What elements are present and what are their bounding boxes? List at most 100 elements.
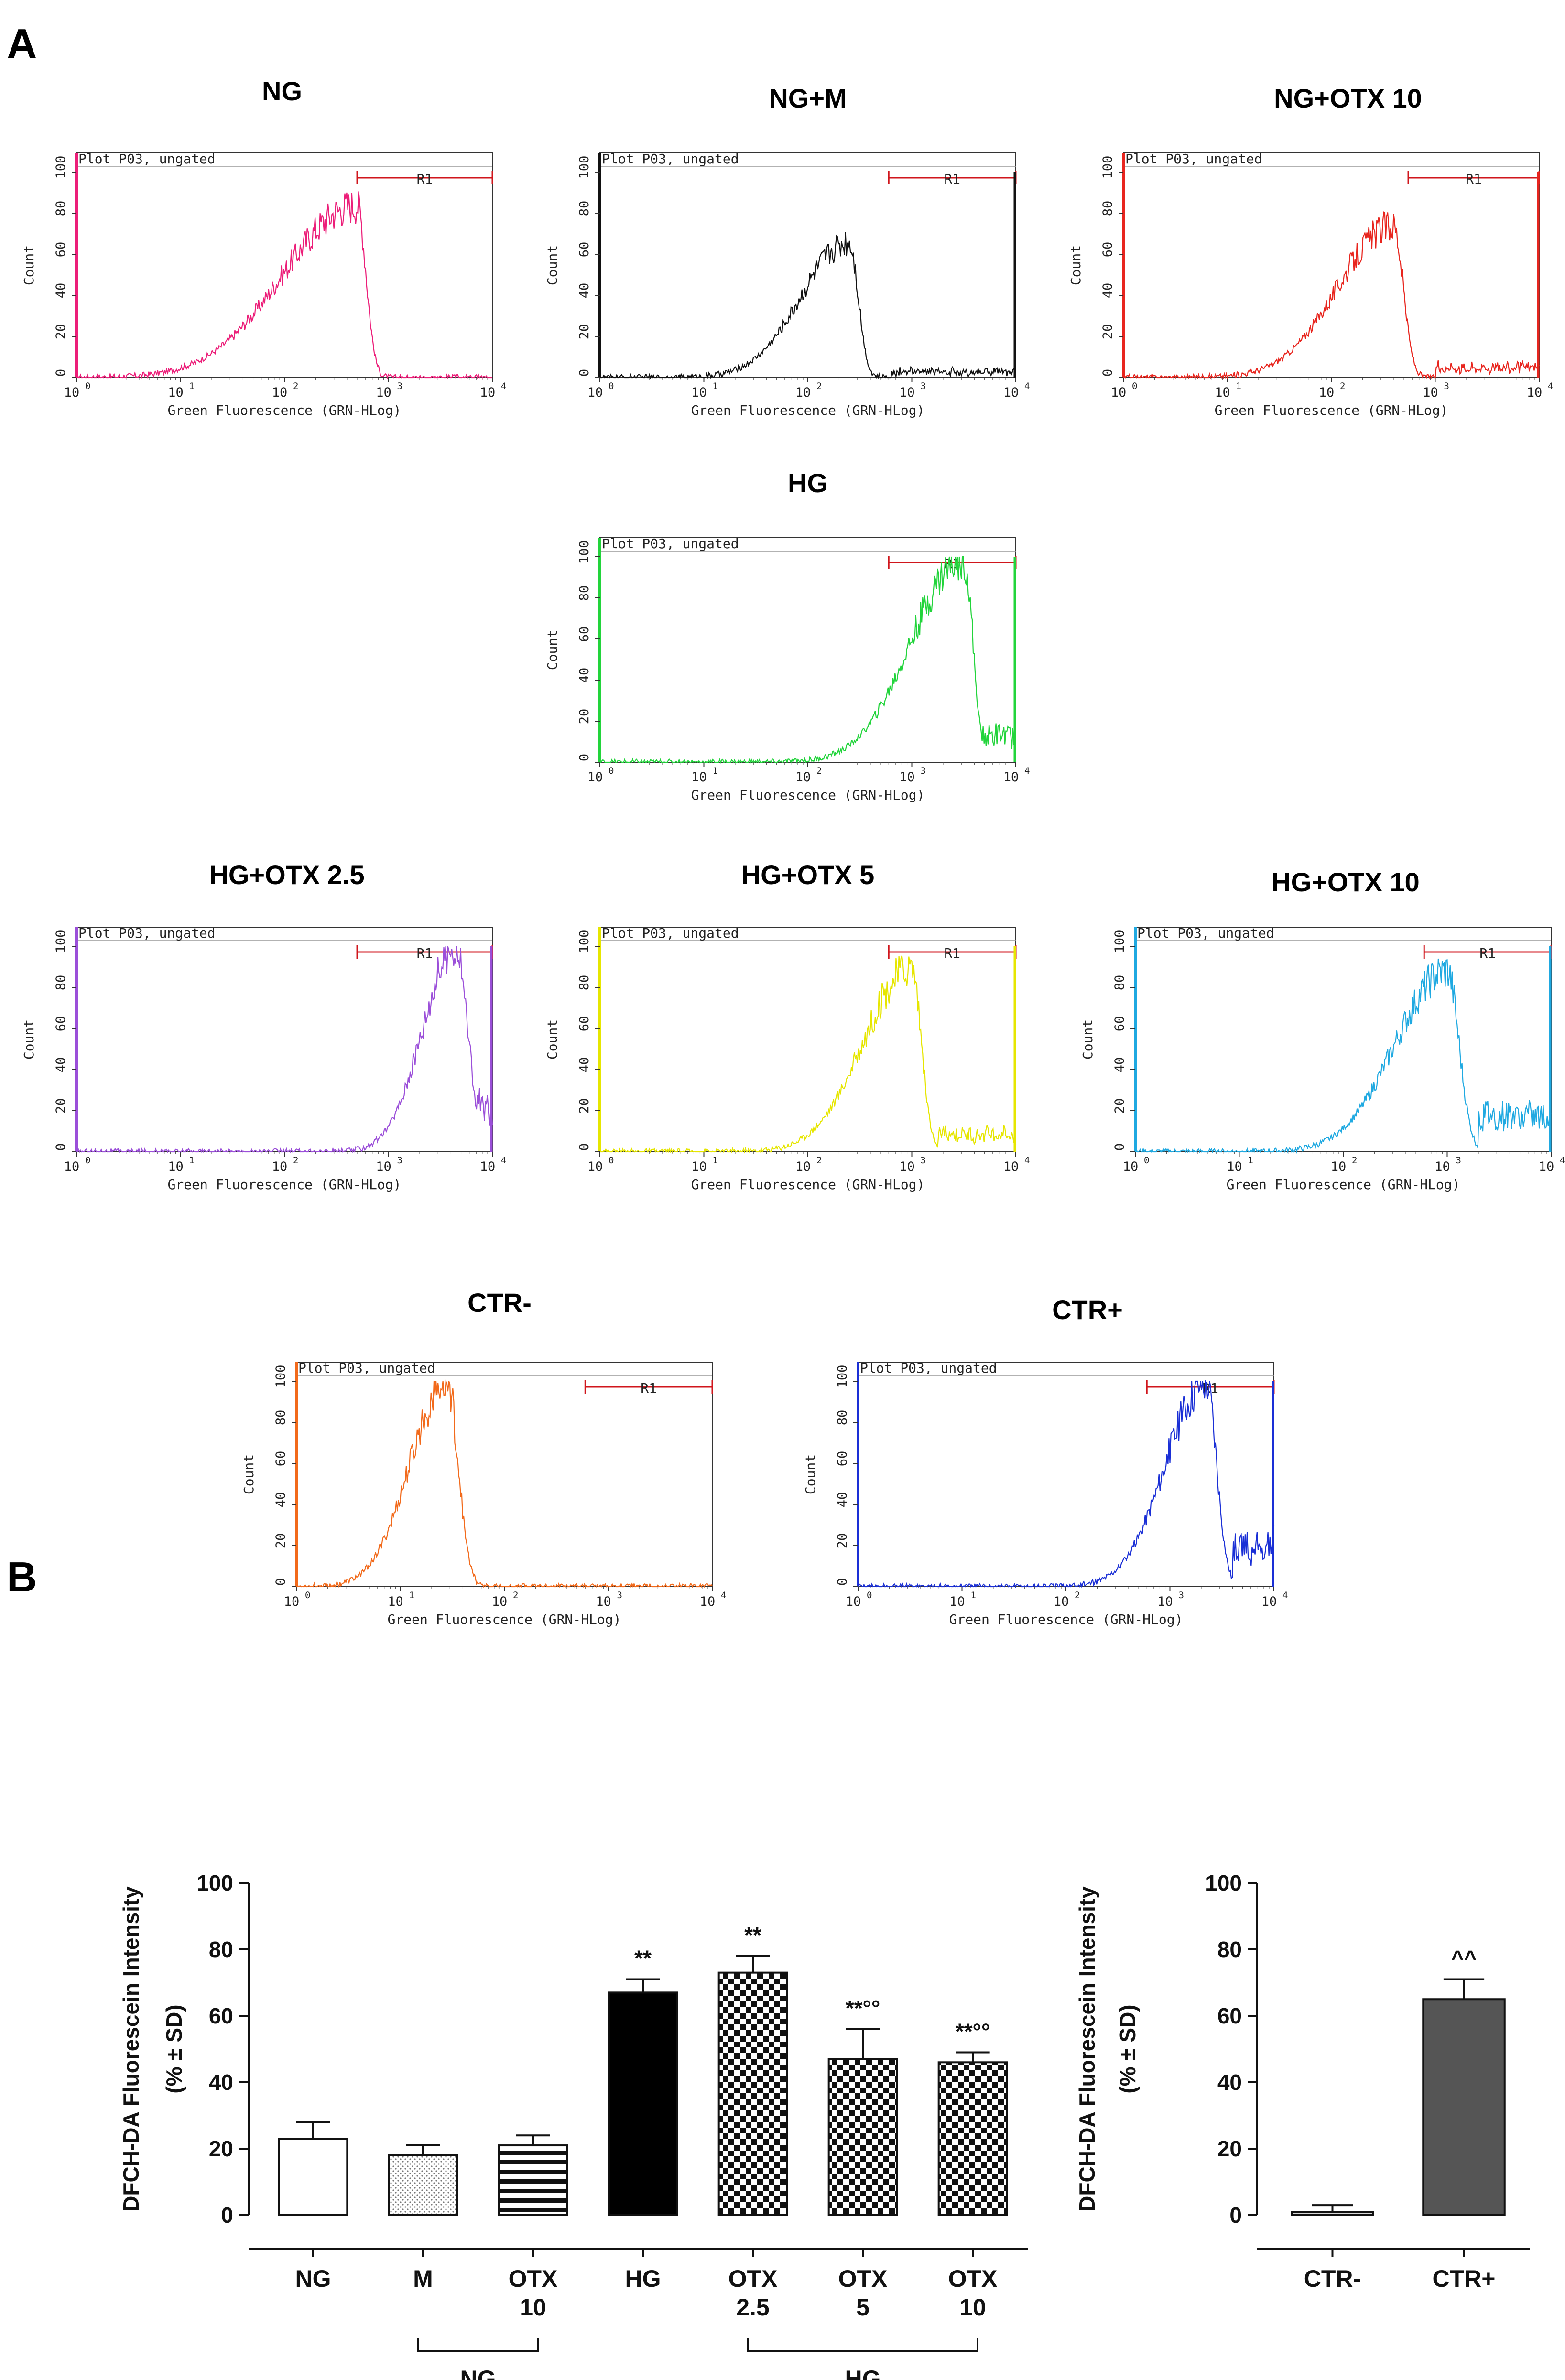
y-tick-label: 100 <box>196 1871 233 1895</box>
bar <box>388 2154 458 2216</box>
histogram-trace <box>76 946 493 1154</box>
x-tick-label: OTX <box>948 2265 998 2292</box>
x-tick-label: 10 <box>272 1159 288 1174</box>
x-tick-exponent: 3 <box>617 1590 622 1601</box>
y-tick-label: 40 <box>54 283 68 299</box>
x-tick-label: 10 <box>691 770 707 785</box>
x-tick-label: 10 <box>64 385 80 400</box>
y-tick-label: 80 <box>577 975 592 991</box>
histogram-trace <box>76 191 492 379</box>
x-tick-label: 10 <box>1261 1594 1277 1609</box>
x-tick-exponent: 1 <box>409 1590 414 1601</box>
y-axis-label-units: (% ± SD) <box>1115 2004 1140 2093</box>
x-tick-exponent: 1 <box>713 1155 718 1166</box>
plot-label: Plot P03, ungated <box>78 925 216 941</box>
x-tick-exponent: 3 <box>397 381 402 391</box>
x-axis-label: Green Fluorescence (GRN-HLog) <box>168 402 402 418</box>
y-tick-label: 20 <box>577 709 592 725</box>
x-tick-label: 10 <box>846 1594 861 1609</box>
x-tick-label: OTX <box>509 2265 558 2292</box>
gate-label: R1 <box>1479 945 1496 961</box>
y-tick-label: 0 <box>1112 1143 1127 1151</box>
bar <box>827 2058 898 2217</box>
y-tick-label: 80 <box>577 201 592 216</box>
plot-label: Plot P03, ungated <box>602 925 739 941</box>
x-tick-label: 10 <box>795 770 811 785</box>
y-tick-label: 20 <box>54 324 68 340</box>
x-tick-label: 10 <box>587 1159 603 1174</box>
x-tick-label: 10 <box>272 385 288 400</box>
y-tick-label: 80 <box>835 1410 850 1426</box>
group-label: NG <box>460 2366 496 2380</box>
x-tick-exponent: 2 <box>293 381 298 391</box>
y-tick-label: 100 <box>577 930 592 953</box>
y-tick-label: 0 <box>54 1143 68 1151</box>
plot-label: Plot P03, ungated <box>1137 925 1274 941</box>
x-tick-exponent: 1 <box>189 381 195 391</box>
x-tick-exponent: 3 <box>921 381 926 391</box>
y-tick-label: 40 <box>577 283 592 299</box>
y-tick-label: 0 <box>1229 2203 1242 2228</box>
x-tick-exponent: 3 <box>1456 1155 1461 1166</box>
y-tick-label: 0 <box>577 1143 592 1151</box>
y-axis-label: Count <box>544 245 560 285</box>
x-axis-label: Green Fluorescence (GRN-HLog) <box>388 1612 621 1627</box>
x-tick-label: 10 <box>1003 385 1019 400</box>
y-tick-label: 0 <box>221 2203 233 2228</box>
x-axis-label: Green Fluorescence (GRN-HLog) <box>949 1612 1183 1627</box>
y-tick-label: 40 <box>577 1057 592 1073</box>
x-tick-exponent: 4 <box>1548 381 1553 391</box>
y-tick-label: 80 <box>1217 1937 1242 1962</box>
x-axis-label: Green Fluorescence (GRN-HLog) <box>1215 402 1448 418</box>
bar-chart-bar-ctr: 0 20 40 60 80 100 DFCH-DA Fluorescein Intensit… <box>1075 1871 1530 2292</box>
bar-chart-bar-main: 0 20 40 60 80 100 DFCH-DA Fluorescein Intensit… <box>119 1871 1028 2380</box>
x-tick-exponent: 2 <box>1352 1155 1357 1166</box>
plot-label: Plot P03, ungated <box>602 151 739 167</box>
histogram-trace <box>858 1379 1275 1589</box>
x-tick-label: 10 <box>1539 1159 1554 1174</box>
y-tick-label: 60 <box>54 242 68 258</box>
x-tick-label: 10 <box>949 1594 965 1609</box>
significance-label: **°° <box>846 1996 880 2021</box>
y-tick-label: 100 <box>577 541 592 564</box>
y-axis-label: Count <box>544 630 560 670</box>
histogram-hist-ctr-pos: CTR+Plot P03, ungated020406080100Count10… <box>803 1295 1288 1627</box>
y-tick-label: 100 <box>54 930 68 953</box>
y-tick-label: 40 <box>577 668 592 683</box>
bar <box>608 1991 678 2217</box>
x-tick-exponent: 0 <box>867 1590 872 1601</box>
bar <box>278 2138 348 2216</box>
x-tick-exponent: 0 <box>609 1155 614 1166</box>
x-tick-exponent: 0 <box>305 1590 310 1601</box>
x-tick-label: 10 <box>587 385 603 400</box>
y-tick-label: 0 <box>577 754 592 761</box>
x-tick-label-line2: 2.5 <box>736 2294 770 2321</box>
x-tick-exponent: 2 <box>816 1155 822 1166</box>
y-axis-label: Count <box>1080 1019 1096 1060</box>
x-tick-exponent: 4 <box>501 1155 506 1166</box>
x-tick-label: 10 <box>1423 385 1438 400</box>
y-tick-label: 20 <box>577 1098 592 1114</box>
y-tick-label: 80 <box>54 201 68 216</box>
y-tick-label: 100 <box>835 1365 850 1388</box>
x-tick-exponent: 0 <box>609 766 614 776</box>
x-tick-label: CTR+ <box>1433 2265 1496 2292</box>
y-tick-label: 80 <box>273 1410 288 1426</box>
y-tick-label: 0 <box>835 1578 850 1586</box>
x-tick-exponent: 4 <box>1024 766 1030 776</box>
y-tick-label: 20 <box>1112 1098 1127 1114</box>
y-tick-label: 100 <box>273 1365 288 1388</box>
y-tick-label: 100 <box>577 156 592 179</box>
y-tick-label: 60 <box>577 242 592 258</box>
x-tick-label: 10 <box>376 385 391 400</box>
x-tick-label: 10 <box>1157 1594 1173 1609</box>
x-tick-label: 10 <box>480 385 496 400</box>
y-tick-label: 40 <box>1217 2070 1242 2095</box>
